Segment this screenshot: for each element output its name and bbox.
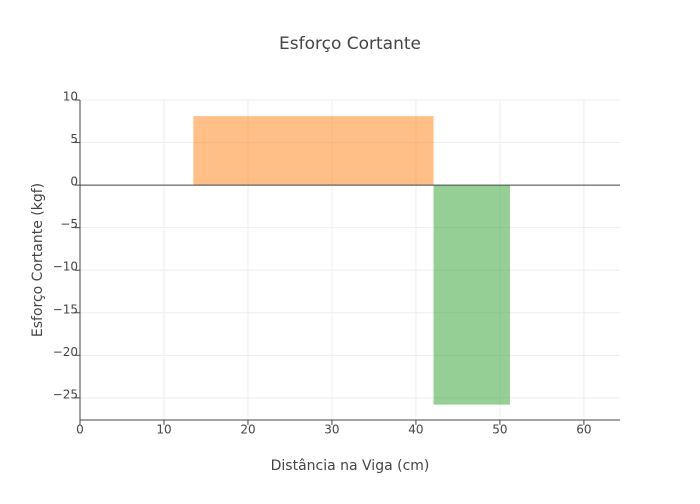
y-tick-label: −10 [53,260,78,274]
y-tick-label: −5 [60,217,78,231]
chart-title: Esforço Cortante [279,34,421,54]
x-tick-label: 50 [492,423,507,437]
x-tick-label: 0 [76,423,84,437]
x-axis-title: Distância na Viga (cm) [271,458,430,474]
y-tick-label: 0 [70,175,78,189]
x-tick-label: 30 [324,423,339,437]
y-tick-label: −25 [53,387,78,401]
x-tick-label: 60 [576,423,591,437]
area [193,116,434,186]
y-tick-label: 5 [70,132,78,146]
y-tick-label: 10 [63,90,78,104]
area [433,185,510,405]
y-tick-label: −15 [53,302,78,316]
y-tick-label: −20 [53,345,78,359]
x-tick-label: 10 [156,423,171,437]
x-tick-label: 40 [408,423,423,437]
y-axis-title: Esforço Cortante (kgf) [30,183,46,337]
x-tick-label: 20 [240,423,255,437]
